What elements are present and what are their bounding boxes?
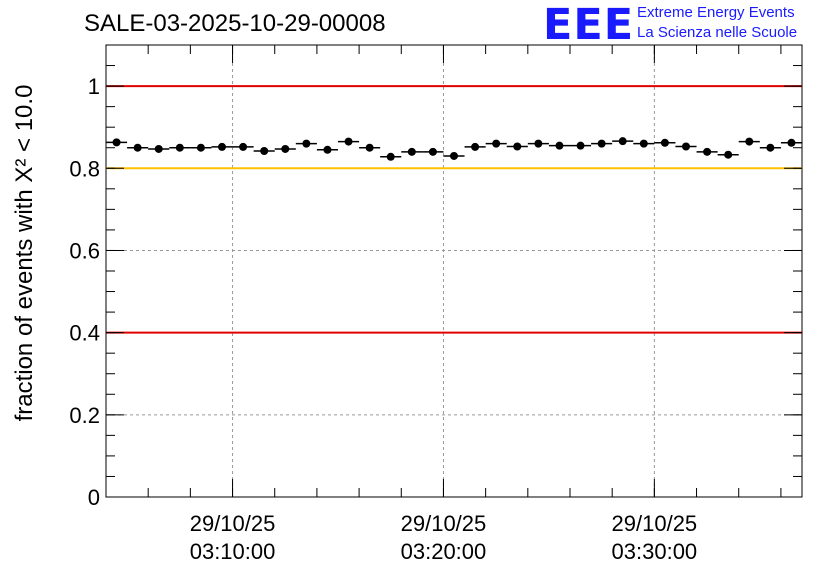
data-point	[428, 147, 437, 156]
data-point	[239, 142, 248, 151]
data-point	[639, 139, 648, 148]
data-point	[112, 138, 121, 147]
plot-title: SALE-03-2025-10-29-00008	[84, 10, 386, 37]
y-tick-label: 0	[88, 485, 100, 510]
data-point	[260, 147, 269, 156]
x-tick-labels: 29/10/25 03:10:00 29/10/25 03:20:00 29/10/25…	[190, 511, 697, 564]
data-point	[218, 142, 226, 151]
y-tick-labels: 0 0.2 0.4 0.6 0.8 1	[69, 74, 100, 510]
x-tick-date-label: 29/10/25	[612, 511, 698, 536]
data-point	[281, 144, 290, 153]
y-tick-label: 0.6	[69, 238, 100, 263]
grid-lines	[106, 45, 802, 497]
y-tick-label: 0.8	[69, 156, 100, 181]
data-point	[344, 137, 353, 146]
data-point	[766, 143, 775, 152]
plot-frame	[105, 44, 803, 498]
data-point	[450, 151, 458, 160]
y-axis-label: fraction of events with X² < 10.0	[11, 85, 38, 422]
x-tick-date-label: 29/10/25	[190, 511, 276, 536]
data-point	[154, 144, 163, 153]
data-point	[576, 141, 585, 150]
x-tick-time-label: 03:30:00	[612, 539, 698, 564]
logo-text-line1: Extreme Energy Events	[637, 4, 795, 21]
data-point	[492, 139, 501, 148]
data-point	[386, 152, 395, 161]
data-point	[175, 143, 184, 152]
data-point	[682, 142, 690, 151]
data-point	[724, 150, 733, 159]
x-tick-time-label: 03:10:00	[190, 539, 276, 564]
data-point	[196, 143, 205, 152]
data-point	[555, 141, 564, 150]
data-point	[787, 138, 796, 147]
data-point	[534, 139, 543, 148]
data-point	[302, 139, 311, 148]
axis-ticks	[105, 44, 802, 498]
y-tick-label: 1	[88, 74, 100, 99]
data-point	[365, 143, 374, 152]
data-point	[471, 142, 480, 151]
reference-lines	[106, 85, 802, 334]
data-point	[660, 138, 669, 147]
data-point	[703, 147, 712, 156]
data-point	[323, 145, 332, 154]
logo-text-line2: La Scienza nelle Scuole	[637, 24, 798, 41]
y-tick-label: 0.4	[69, 321, 100, 346]
x-tick-date-label: 29/10/25	[401, 511, 487, 536]
data-point	[513, 142, 522, 151]
data-point	[133, 143, 142, 152]
data-point	[407, 147, 416, 156]
data-point	[745, 137, 754, 146]
y-tick-label: 0.2	[69, 403, 100, 428]
data-point	[597, 139, 606, 148]
x-tick-time-label: 03:20:00	[401, 539, 487, 564]
data-point	[618, 137, 627, 146]
eee-logo-icon: EEE	[543, 0, 635, 50]
data-points	[106, 137, 802, 161]
